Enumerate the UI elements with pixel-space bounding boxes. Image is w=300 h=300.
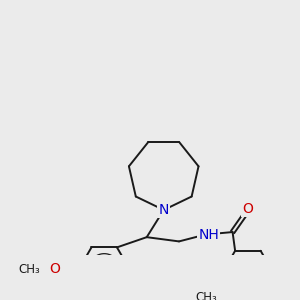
Text: N: N <box>158 203 169 217</box>
Text: CH₃: CH₃ <box>19 263 40 276</box>
Text: CH₃: CH₃ <box>195 291 217 300</box>
Text: O: O <box>242 202 253 216</box>
Text: NH: NH <box>198 228 219 242</box>
Text: O: O <box>50 262 60 277</box>
